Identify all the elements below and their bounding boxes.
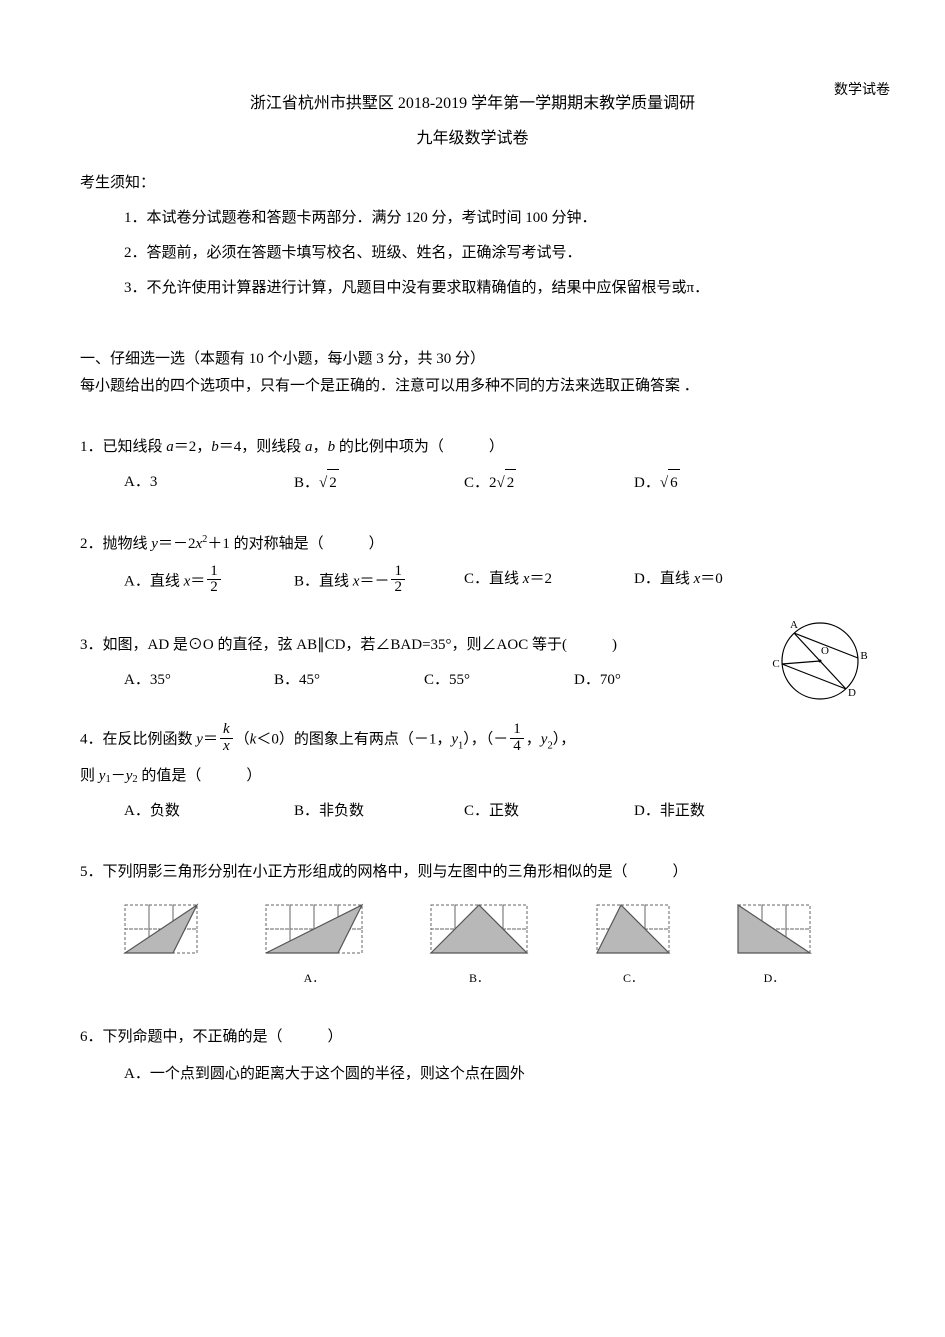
section-1-title: 一、仔细选一选（本题有 10 个小题，每小题 3 分，共 30 分） xyxy=(80,346,865,373)
q2-option-c: C．直线 x＝2 xyxy=(464,566,634,599)
q1-option-b: B．2 xyxy=(294,469,464,497)
svg-text:B: B xyxy=(860,650,867,662)
q4-option-a: A．负数 xyxy=(124,798,294,825)
q6-option-a: A．一个点到圆心的距离大于这个圆的半径，则这个点在圆外 xyxy=(80,1061,865,1088)
svg-text:D．: D． xyxy=(764,971,785,985)
q5-text: 5．下列阴影三角形分别在小正方形组成的网格中，则与左图中的三角形相似的是（ ） xyxy=(80,859,865,886)
svg-text:O: O xyxy=(821,645,829,657)
q5-fig-c: C． xyxy=(587,900,679,990)
notice-item-3: 3．不允许使用计算器进行计算，凡题目中没有要求取精确值的，结果中应保留根号或π． xyxy=(124,275,865,302)
q1-option-c: C．22 xyxy=(464,469,634,497)
header-label: 数学试卷 xyxy=(834,78,890,103)
section-1-instruction: 每小题给出的四个选项中，只有一个是正确的．注意可以用多种不同的方法来选取正确答案… xyxy=(80,373,865,400)
q4-option-b: B．非负数 xyxy=(294,798,464,825)
question-6: 6．下列命题中，不正确的是（ ） A．一个点到圆心的距离大于这个圆的半径，则这个… xyxy=(80,1024,865,1088)
q4-option-c: C．正数 xyxy=(464,798,634,825)
svg-text:D: D xyxy=(848,687,856,699)
q3-option-a: A．35° xyxy=(124,667,274,694)
q1-option-a: A．3 xyxy=(124,469,294,497)
q2-text: 2．抛物线 y＝－2x2＋1 的对称轴是（ ） xyxy=(80,536,384,552)
q5-fig-d: D． xyxy=(728,900,820,990)
q3-figure: A B C D O xyxy=(765,616,875,716)
question-3: 3．如图，AD 是⊙O 的直径，弦 AB∥CD，若∠BAD=35°，则∠AOC … xyxy=(80,632,865,694)
q4-text-line2: 则 y1－y2 的值是（ ） xyxy=(80,763,865,790)
svg-text:C: C xyxy=(772,658,779,670)
notice-list: 1．本试卷分试题卷和答题卡两部分．满分 120 分，考试时间 100 分钟． 2… xyxy=(80,205,865,302)
q2-option-a: A．直线 x＝12 xyxy=(124,566,294,599)
q5-fig-a: A． xyxy=(256,900,372,990)
q1-option-d: D．6 xyxy=(634,469,804,497)
exam-title-2: 九年级数学试卷 xyxy=(80,125,865,154)
svg-text:A: A xyxy=(790,619,798,631)
svg-text:C．: C． xyxy=(623,971,643,985)
exam-title-1: 浙江省杭州市拱墅区 2018-2019 学年第一学期期末教学质量调研 xyxy=(80,90,865,119)
question-2: 2．抛物线 y＝－2x2＋1 的对称轴是（ ） A．直线 x＝12 B．直线 x… xyxy=(80,531,865,599)
q3-text: 3．如图，AD 是⊙O 的直径，弦 AB∥CD，若∠BAD=35°，则∠AOC … xyxy=(80,637,617,653)
notice-heading: 考生须知： xyxy=(80,170,865,197)
q5-fig-ref xyxy=(115,900,207,980)
q3-option-c: C．55° xyxy=(424,667,574,694)
svg-text:B．: B． xyxy=(469,971,489,985)
q1-text: 1．已知线段 a＝2，b＝4，则线段 a，b 的比例中项为（ ） xyxy=(80,439,504,455)
q4-option-d: D．非正数 xyxy=(634,798,804,825)
question-1: 1．已知线段 a＝2，b＝4，则线段 a，b 的比例中项为（ ） A．3 B．2… xyxy=(80,434,865,497)
question-5: 5．下列阴影三角形分别在小正方形组成的网格中，则与左图中的三角形相似的是（ ） … xyxy=(80,859,865,990)
q4-text-line1: 4．在反比例函数 y＝kx（k＜0）的图象上有两点（－1，y1），（－14，y2… xyxy=(80,724,865,757)
q2-option-d: D．直线 x＝0 xyxy=(634,566,804,599)
q2-option-b: B．直线 x＝－12 xyxy=(294,566,464,599)
question-4: 4．在反比例函数 y＝kx（k＜0）的图象上有两点（－1，y1），（－14，y2… xyxy=(80,724,865,825)
q5-figures: A． B． C． xyxy=(80,900,865,990)
q5-fig-b: B． xyxy=(421,900,537,990)
q6-text: 6．下列命题中，不正确的是（ ） xyxy=(80,1024,865,1051)
q3-option-b: B．45° xyxy=(274,667,424,694)
q3-option-d: D．70° xyxy=(574,667,724,694)
notice-item-2: 2．答题前，必须在答题卡填写校名、班级、姓名，正确涂写考试号． xyxy=(124,240,865,267)
svg-text:A．: A． xyxy=(304,971,325,985)
notice-item-1: 1．本试卷分试题卷和答题卡两部分．满分 120 分，考试时间 100 分钟． xyxy=(124,205,865,232)
